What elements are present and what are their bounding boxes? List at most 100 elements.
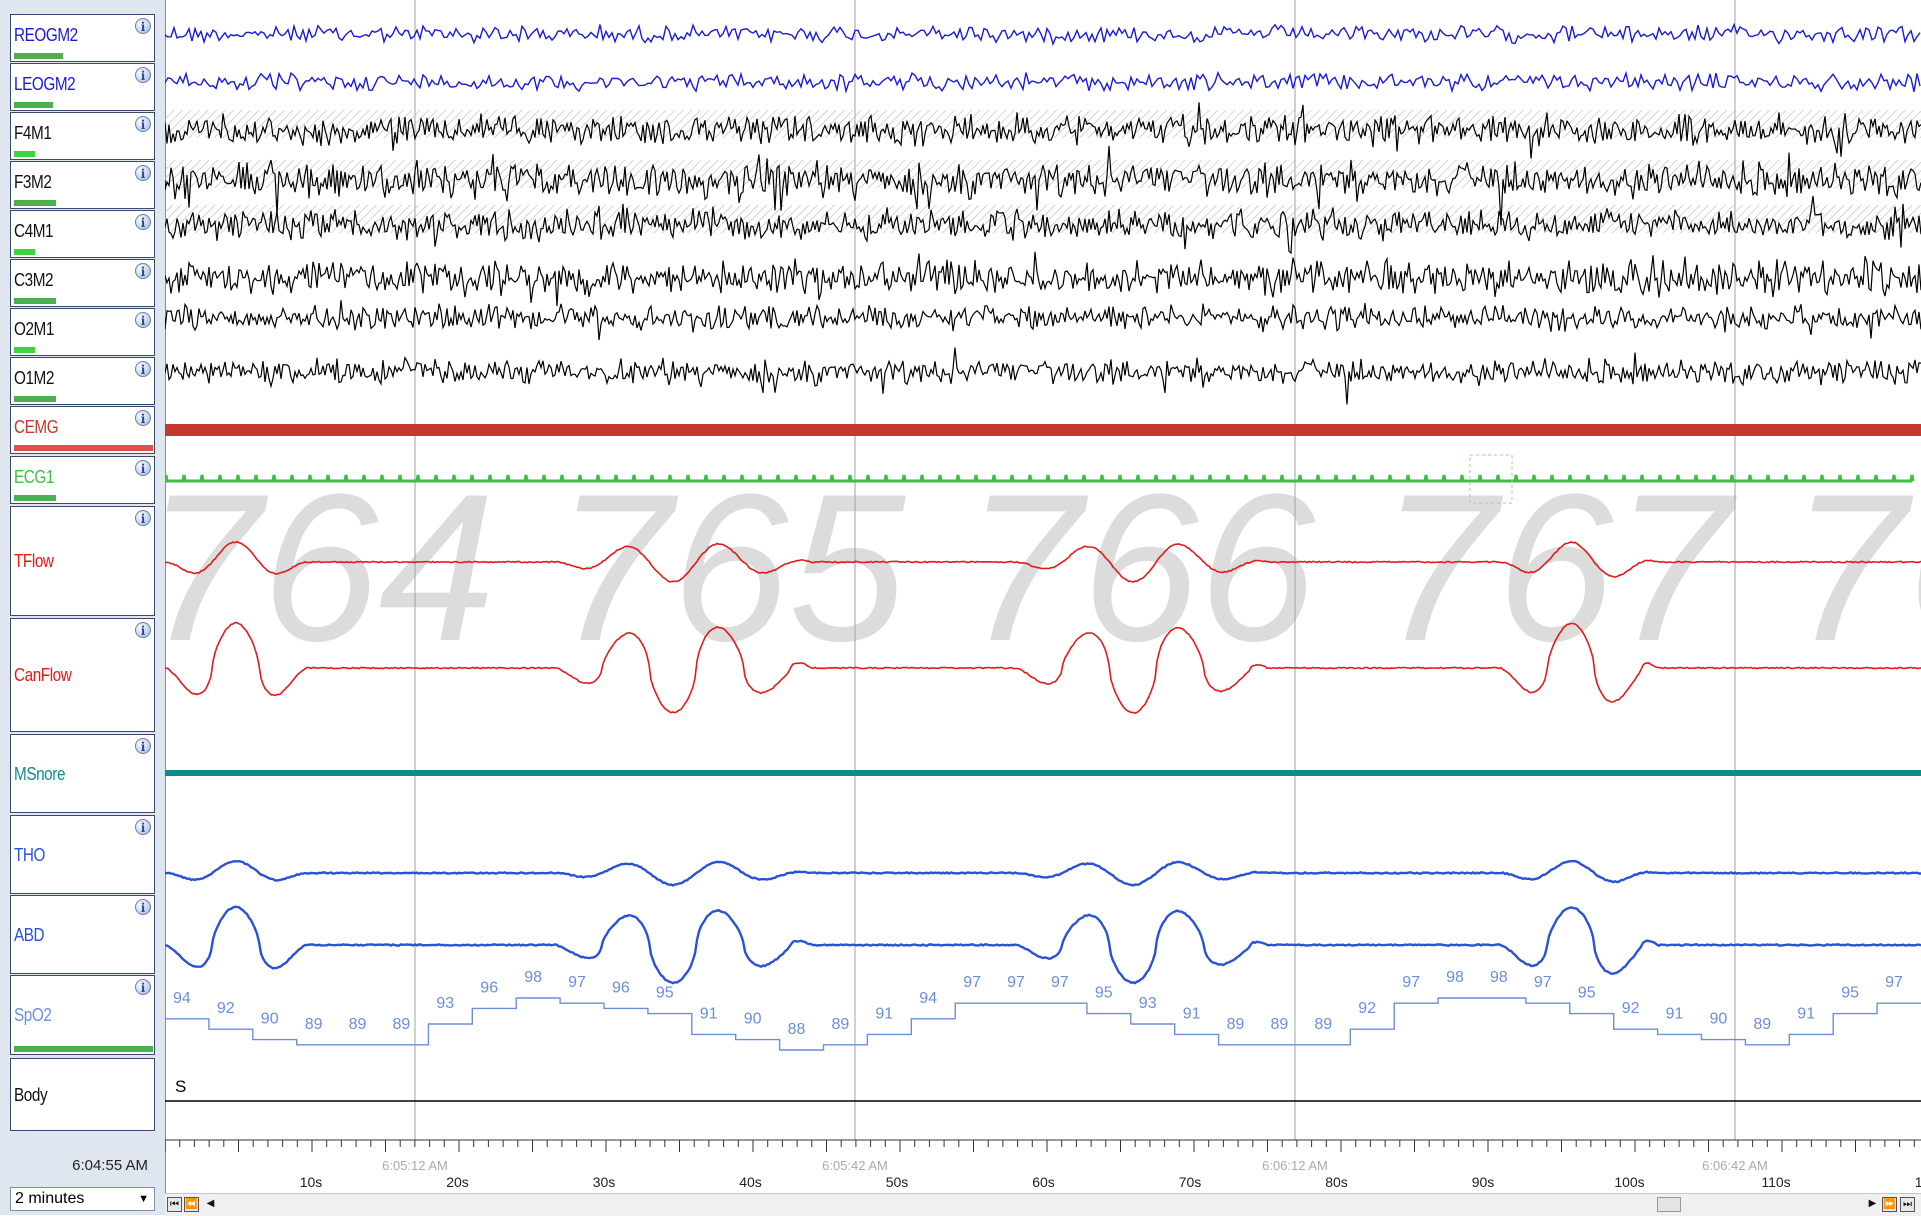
start-clock-time: 6:04:55 AM xyxy=(72,1157,148,1174)
spo2-reading: 97 xyxy=(1885,974,1903,991)
spo2-reading: 97 xyxy=(1402,974,1420,991)
channel-name: O1M2 xyxy=(14,368,54,388)
spo2-reading: 98 xyxy=(1446,969,1464,986)
spo2-reading: 98 xyxy=(524,969,542,986)
clock-time-label: 6:06:42 AM xyxy=(1702,1158,1768,1173)
spo2-reading: 94 xyxy=(173,990,191,1007)
next-page-button[interactable]: ⏩ xyxy=(1882,1197,1897,1212)
spo2-reading: 89 xyxy=(832,1016,850,1033)
channel-name: O2M1 xyxy=(14,319,54,339)
trace-reogm2 xyxy=(165,22,1921,47)
channel-label-o2m1[interactable]: O2M1 i xyxy=(10,308,155,356)
spo2-reading: 91 xyxy=(700,1005,718,1022)
trace-canflow xyxy=(165,621,1921,714)
info-icon[interactable]: i xyxy=(135,510,151,526)
channel-name: SpO2 xyxy=(14,1005,52,1025)
signal-level-bar xyxy=(14,298,56,304)
channel-label-c4m1[interactable]: C4M1 i xyxy=(10,210,155,258)
spo2-reading: 95 xyxy=(656,985,674,1002)
spo2-reading: 88 xyxy=(788,1021,806,1038)
channel-label-cemg[interactable]: CEMG i xyxy=(10,406,155,454)
info-icon[interactable]: i xyxy=(135,361,151,377)
scroll-right-icon[interactable]: ▶ xyxy=(1868,1198,1877,1209)
spo2-reading: 93 xyxy=(436,995,454,1012)
epoch-number-watermark: 766 xyxy=(965,450,1316,685)
channel-name: ABD xyxy=(14,924,45,945)
info-icon[interactable]: i xyxy=(135,460,151,476)
spo2-reading: 94 xyxy=(919,990,937,1007)
seconds-label: 50s xyxy=(886,1174,909,1190)
last-page-button[interactable]: ⏭ xyxy=(1900,1197,1915,1212)
channel-name: F3M2 xyxy=(14,172,52,192)
signal-level-bar xyxy=(14,102,53,108)
trace-f3m2 xyxy=(165,145,1921,226)
seconds-label: 90s xyxy=(1472,1174,1495,1190)
info-icon[interactable]: i xyxy=(135,18,151,34)
spo2-reading: 91 xyxy=(1797,1005,1815,1022)
trace-tflow xyxy=(165,540,1921,583)
signal-level-bar xyxy=(14,1046,153,1052)
spo2-reading: 97 xyxy=(1051,974,1069,991)
channel-label-f4m1[interactable]: F4M1 i xyxy=(10,112,155,160)
info-icon[interactable]: i xyxy=(135,67,151,83)
info-icon[interactable]: i xyxy=(135,622,151,638)
chevron-down-icon[interactable]: ▼ xyxy=(138,1193,149,1205)
trace-cemg xyxy=(165,424,1921,436)
channel-label-reogm2[interactable]: REOGM2 i xyxy=(10,14,155,62)
signal-traces xyxy=(165,22,1921,985)
channel-label-canflow[interactable]: CanFlow i xyxy=(10,618,155,732)
seconds-label: 100s xyxy=(1614,1174,1644,1190)
channel-label-o1m2[interactable]: O1M2 i xyxy=(10,357,155,405)
spo2-reading: 95 xyxy=(1841,985,1859,1002)
trace-abd xyxy=(165,905,1921,985)
info-icon[interactable]: i xyxy=(135,819,151,835)
signal-level-bar xyxy=(14,347,35,353)
seconds-label: 20s xyxy=(446,1174,469,1190)
event-marker[interactable] xyxy=(1469,454,1513,504)
channel-name: ECG1 xyxy=(14,467,54,487)
info-icon[interactable]: i xyxy=(135,263,151,279)
info-icon[interactable]: i xyxy=(135,165,151,181)
seconds-label: 10s xyxy=(300,1174,323,1190)
seconds-label: 40s xyxy=(739,1174,762,1190)
scrollbar-thumb[interactable] xyxy=(1657,1197,1681,1212)
info-icon[interactable]: i xyxy=(135,410,151,426)
channel-name: Body xyxy=(14,1084,48,1105)
channel-label-c3m2[interactable]: C3M2 i xyxy=(10,259,155,307)
channel-name: F4M1 xyxy=(14,123,52,143)
info-icon[interactable]: i xyxy=(135,738,151,754)
spo2-reading: 89 xyxy=(1227,1016,1245,1033)
spo2-readings: 94 92 90 89 89 89 93 96 98 97 96 95 91 90 88 89 91 94 97 97… xyxy=(165,969,1921,1051)
spo2-reading: 96 xyxy=(612,979,630,996)
signal-level-bar xyxy=(14,249,35,255)
info-icon[interactable]: i xyxy=(135,979,151,995)
spo2-reading: 89 xyxy=(349,1016,367,1033)
info-icon[interactable]: i xyxy=(135,214,151,230)
first-page-button[interactable]: ⏮ xyxy=(167,1197,182,1212)
channel-label-abd[interactable]: ABD i xyxy=(10,895,155,974)
channel-label-leogm2[interactable]: LEOGM2 i xyxy=(10,63,155,111)
spo2-reading: 89 xyxy=(1753,1016,1771,1033)
spo2-reading: 98 xyxy=(1490,969,1508,986)
channel-label-body[interactable]: Body xyxy=(10,1058,155,1131)
channel-label-tho[interactable]: THO i xyxy=(10,815,155,894)
channel-label-tflow[interactable]: TFlow i xyxy=(10,506,155,616)
signal-level-bar xyxy=(14,495,56,501)
view-range-select[interactable]: 2 minutes ▼ xyxy=(10,1187,155,1211)
trace-ecg1 xyxy=(165,474,1915,483)
artifact-band xyxy=(165,160,1921,188)
channel-label-msnore[interactable]: MSnore i xyxy=(10,734,155,813)
channel-label-ecg1[interactable]: ECG1 i xyxy=(10,456,155,504)
channel-label-f3m2[interactable]: F3M2 i xyxy=(10,161,155,209)
channel-name: CEMG xyxy=(14,417,59,437)
info-icon[interactable]: i xyxy=(135,116,151,132)
spo2-reading: 96 xyxy=(480,979,498,996)
trace-leogm2 xyxy=(165,70,1921,95)
prev-page-button[interactable]: ⏪ xyxy=(184,1197,199,1212)
info-icon[interactable]: i xyxy=(135,899,151,915)
spo2-reading: 90 xyxy=(1710,1011,1728,1028)
info-icon[interactable]: i xyxy=(135,312,151,328)
scroll-left-icon[interactable]: ◀ xyxy=(206,1198,215,1209)
channel-label-spo2[interactable]: SpO2 i xyxy=(10,975,155,1055)
